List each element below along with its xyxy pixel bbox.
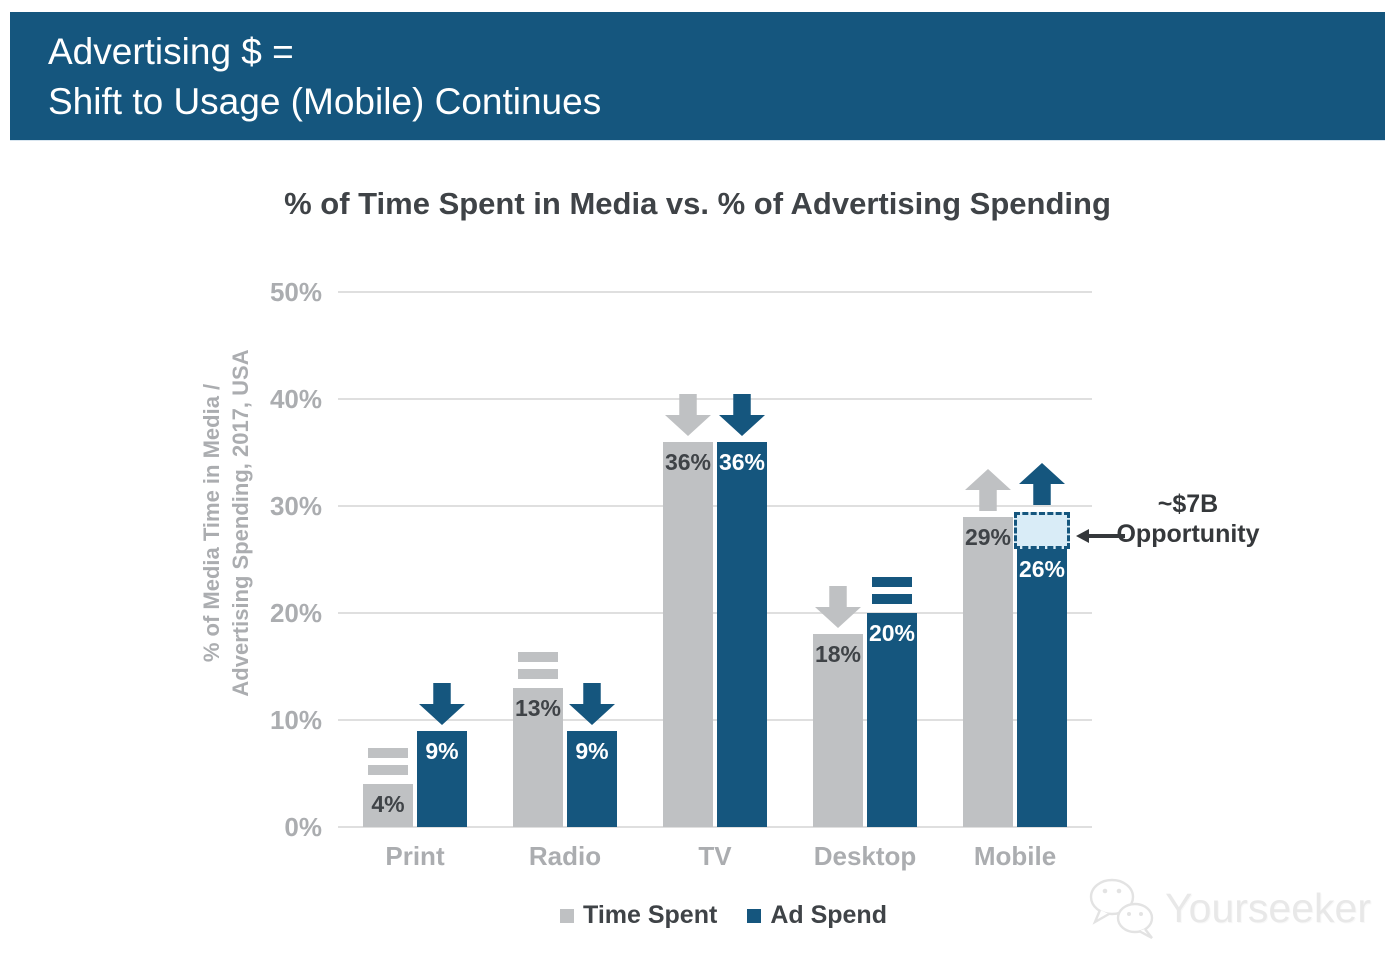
trend-up-arrow-icon — [965, 469, 1011, 511]
y-tick-label: 40% — [269, 384, 322, 414]
x-axis-label: Print — [385, 841, 445, 871]
plot-area: 4% 9% Print 13% 9% Radio 36% 36% TV 18% 20% Desktop… — [338, 291, 1092, 871]
gridline — [338, 291, 1092, 293]
gridline — [338, 612, 1092, 614]
trend-up-arrow-icon — [1019, 463, 1065, 505]
bar-value-label: 29% — [964, 524, 1012, 550]
equal-bar — [368, 748, 408, 758]
chart-title: % of Time Spent in Media vs. % of Advert… — [284, 186, 1111, 221]
header-banner: Advertising $ = Shift to Usage (Mobile) … — [10, 12, 1385, 140]
gridline — [338, 826, 1092, 828]
bar-value-label: 9% — [425, 738, 459, 764]
opportunity-box — [1014, 512, 1070, 549]
y-tick-label: 30% — [269, 491, 322, 521]
bar-ad-spend-tv: 36% — [717, 442, 767, 827]
bar-group-radio: 13% 9% Radio — [513, 292, 617, 871]
trend-down-arrow-icon — [419, 683, 465, 725]
equal-bar — [872, 577, 912, 587]
bar-value-label: 36% — [718, 449, 766, 475]
x-axis-label: Radio — [528, 841, 602, 871]
y-tick-label: 50% — [269, 277, 322, 307]
legend-label: Time Spent — [583, 901, 718, 929]
y-tick-label: 0% — [284, 812, 322, 842]
bar-ad-spend-radio: 9% — [567, 731, 617, 827]
gridline — [338, 505, 1092, 507]
x-axis-label: TV — [698, 841, 732, 871]
bar-value-label: 13% — [514, 695, 562, 721]
bar-time-spent-radio: 13% — [513, 688, 563, 827]
bar-group-desktop: 18% 20% Desktop — [813, 292, 917, 871]
chat-bubbles-logo-icon — [1089, 878, 1154, 940]
y-axis-title-line1: % of Media Time in Media / — [199, 383, 224, 663]
bar-ad-spend-desktop: 20% — [867, 613, 917, 827]
chart-legend: Time Spent Ad Spend — [24, 901, 1399, 930]
bar-value-label: 9% — [575, 738, 609, 764]
opportunity-value: ~$7B — [1157, 490, 1219, 518]
equal-bar — [518, 652, 558, 662]
equal-bar — [872, 594, 912, 604]
arrow-head-icon — [1076, 529, 1089, 543]
opportunity-label: Opportunity — [1116, 520, 1260, 548]
trend-equal-icon — [872, 577, 912, 604]
trend-down-arrow-icon — [569, 683, 615, 725]
bar-time-spent-mobile: 29% — [963, 517, 1013, 827]
bar-group-mobile: 29% 26% Mobile — [963, 292, 1070, 871]
x-axis-label: Desktop — [813, 841, 917, 871]
bar-value-label: 36% — [664, 449, 712, 475]
bar-value-label: 18% — [814, 641, 862, 667]
trend-down-arrow-icon — [719, 394, 765, 436]
bar-ad-spend-mobile: 26% — [1017, 549, 1067, 827]
y-tick-label: 10% — [269, 705, 322, 735]
watermark: Yourseeker — [1085, 876, 1371, 940]
legend-label: Ad Spend — [770, 901, 887, 929]
legend-item-ad-spend: Ad Spend — [747, 901, 887, 930]
bar-time-spent-tv: 36% — [663, 442, 713, 827]
y-tick-label: 20% — [269, 598, 322, 628]
equal-bar — [518, 669, 558, 679]
bar-value-label: 20% — [868, 620, 916, 646]
banner-title-line1: Advertising $ = — [48, 31, 294, 72]
bar-ad-spend-print: 9% — [417, 731, 467, 827]
watermark-text: Yourseeker — [1165, 884, 1371, 931]
legend-swatch — [560, 908, 575, 923]
gridline — [338, 398, 1092, 400]
trend-down-arrow-icon — [815, 586, 861, 628]
bar-value-label: 4% — [371, 791, 405, 817]
legend-item-time-spent: Time Spent — [560, 901, 717, 930]
bar-group-tv: 36% 36% TV — [663, 292, 767, 871]
bar-time-spent-desktop: 18% — [813, 634, 863, 827]
trend-equal-icon — [368, 748, 408, 775]
legend-swatch — [747, 908, 762, 923]
bar-group-print: 4% 9% Print — [363, 292, 467, 871]
banner-title-line2: Shift to Usage (Mobile) Continues — [48, 81, 602, 122]
y-axis-ticks: 0% 10% 20% 30% 40% 50% — [238, 277, 322, 842]
x-axis-label: Mobile — [973, 841, 1057, 871]
opportunity-annotation: ~$7B Opportunity — [1098, 489, 1278, 549]
equal-bar — [368, 765, 408, 775]
gridline — [338, 719, 1092, 721]
bar-value-label: 26% — [1018, 556, 1066, 582]
arrow-line — [1088, 534, 1125, 538]
trend-down-arrow-icon — [665, 394, 711, 436]
trend-equal-icon — [518, 652, 558, 679]
opportunity-arrow-icon — [1076, 529, 1126, 543]
bar-time-spent-print: 4% — [363, 784, 413, 827]
